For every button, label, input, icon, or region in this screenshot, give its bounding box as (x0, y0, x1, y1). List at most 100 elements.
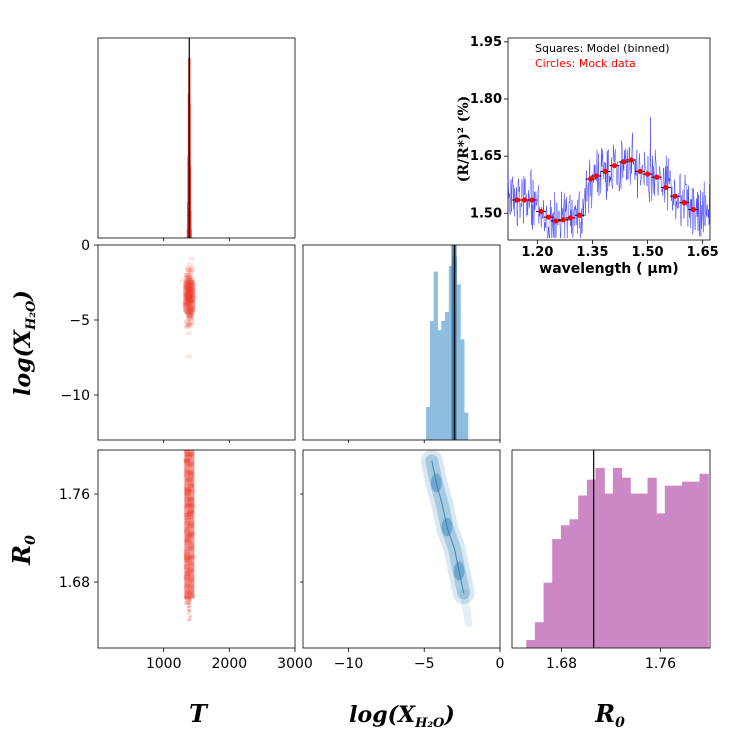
TX-point-140 (183, 273, 190, 278)
x-axis-label-logX-close: ) (443, 702, 454, 728)
TR-point-42 (183, 449, 190, 454)
TR-point-100 (189, 488, 196, 493)
R0-hist-bar-15 (656, 513, 666, 648)
TR-point-96 (188, 594, 195, 599)
TX-point-177 (186, 268, 193, 273)
TR-point-44 (183, 504, 190, 509)
TR-point-110 (188, 531, 195, 536)
TR-point-98 (188, 461, 195, 466)
TR-point-34 (183, 549, 190, 554)
TX-point-109 (184, 323, 191, 328)
TR-tail-13 (187, 610, 191, 613)
TR-point-11 (185, 596, 192, 601)
TR-tail-0 (188, 599, 192, 602)
spectrum-data-point-17 (654, 174, 660, 180)
spectrum-data-point-15 (637, 168, 643, 174)
R0-hist-bar-9 (604, 493, 614, 648)
TX-point-186 (185, 273, 192, 278)
logX-hist-bar-5 (445, 311, 450, 440)
TX-point-196 (185, 323, 192, 328)
R0-hist-bar-17 (673, 485, 683, 648)
TR-point-50 (187, 545, 194, 550)
spectrum-inset: 1.20 1.35 1.50 1.65 1.50 1.65 1.80 1.95 waveleng… (456, 35, 719, 277)
TR-point-59 (187, 591, 194, 596)
spectrum-model-line (507, 116, 711, 239)
TR-band (184, 450, 195, 599)
R0-hist-bar-3 (552, 539, 562, 648)
T-hist-frame (97, 37, 296, 239)
TR-point-60 (185, 600, 192, 605)
R0-hist-frame (511, 449, 711, 649)
TR-point-55 (188, 453, 195, 458)
TX-point-50 (183, 275, 190, 280)
spectrum-data-point-16 (644, 171, 651, 177)
TR-point-1 (183, 556, 190, 561)
TR-point-46 (187, 515, 194, 520)
TX-point-136 (188, 320, 195, 325)
logX-hist-frame (302, 244, 501, 441)
TX-point-28 (188, 265, 195, 270)
TR-point-112 (187, 477, 194, 482)
TR-point-56 (188, 472, 195, 477)
TR-point-111 (185, 502, 192, 507)
logX-x-label-1: −5 (414, 656, 435, 672)
x-axis-label-R0-sub: 0 (615, 715, 625, 731)
y-axis-label-R0: R0 (7, 535, 39, 566)
TR-point-0 (188, 501, 195, 506)
TR-point-78 (185, 494, 192, 499)
T-x-label-2: 3000 (277, 656, 313, 672)
TX-point-10 (185, 268, 192, 273)
TR-point-10 (187, 583, 194, 588)
TR-point-17 (183, 468, 190, 473)
TX-point-37 (188, 268, 195, 273)
T-x-label-0: 1000 (146, 656, 182, 672)
spectrum-data-point-3 (538, 208, 544, 215)
R0-hist-bar-18 (682, 481, 692, 648)
TX-point-188 (185, 271, 192, 276)
spectrum-data-point-11 (602, 168, 608, 174)
TR-point-37 (185, 590, 192, 595)
TR-point-107 (186, 524, 193, 529)
logX-x-label-0: −10 (334, 656, 364, 672)
XR-tail (459, 589, 473, 627)
R0-x-label-0: 1.68 (546, 656, 577, 672)
TR-tail-11 (188, 604, 192, 607)
TR-tail-10 (186, 612, 190, 615)
TX-point-72 (185, 276, 192, 281)
TR-point-101 (185, 515, 192, 520)
TR-tail-27 (188, 616, 192, 619)
TR-point-52 (185, 557, 192, 562)
logX-hist-bar-1 (429, 321, 435, 440)
R0-x-label-1: 1.76 (645, 656, 676, 672)
TR-tail-26 (188, 615, 192, 618)
R0-hist-bar-2 (543, 582, 553, 648)
TR-point-58 (189, 554, 196, 559)
TR-point-25 (184, 487, 191, 492)
inset-xtick-label-3: 1.65 (687, 245, 719, 260)
logX-y-label-0: 0 (81, 238, 90, 254)
inset-xtick-label-1: 1.35 (576, 245, 608, 260)
TR-point-24 (186, 503, 193, 508)
R0-hist-bar-8 (595, 467, 605, 648)
TX-point-87 (185, 275, 192, 280)
inset-ylabel: (R/R*)² (%) (456, 96, 472, 183)
T-x-label-1: 2000 (212, 656, 248, 672)
R0-hist-bar-1 (534, 622, 545, 648)
spectrum-data-point-9 (588, 176, 594, 182)
TR-point-83 (187, 521, 194, 526)
TX-core (183, 279, 196, 314)
TR-point-28 (188, 523, 195, 528)
TR-point-45 (186, 470, 193, 475)
TR-point-69 (185, 540, 192, 545)
TR-point-2 (187, 566, 194, 571)
TR-frame (97, 449, 296, 649)
x-axis-label-logX: log(XH₂O) (349, 702, 455, 731)
TR-point-85 (184, 458, 191, 463)
R0-hist-bar-11 (621, 477, 631, 648)
TR-point-29 (184, 538, 191, 543)
TX-point-59 (186, 277, 193, 282)
XR-blob-1 (430, 473, 442, 493)
spectrum-data-point-21 (690, 206, 697, 213)
TR-point-41 (186, 512, 193, 517)
TR-tail-3 (188, 598, 192, 601)
